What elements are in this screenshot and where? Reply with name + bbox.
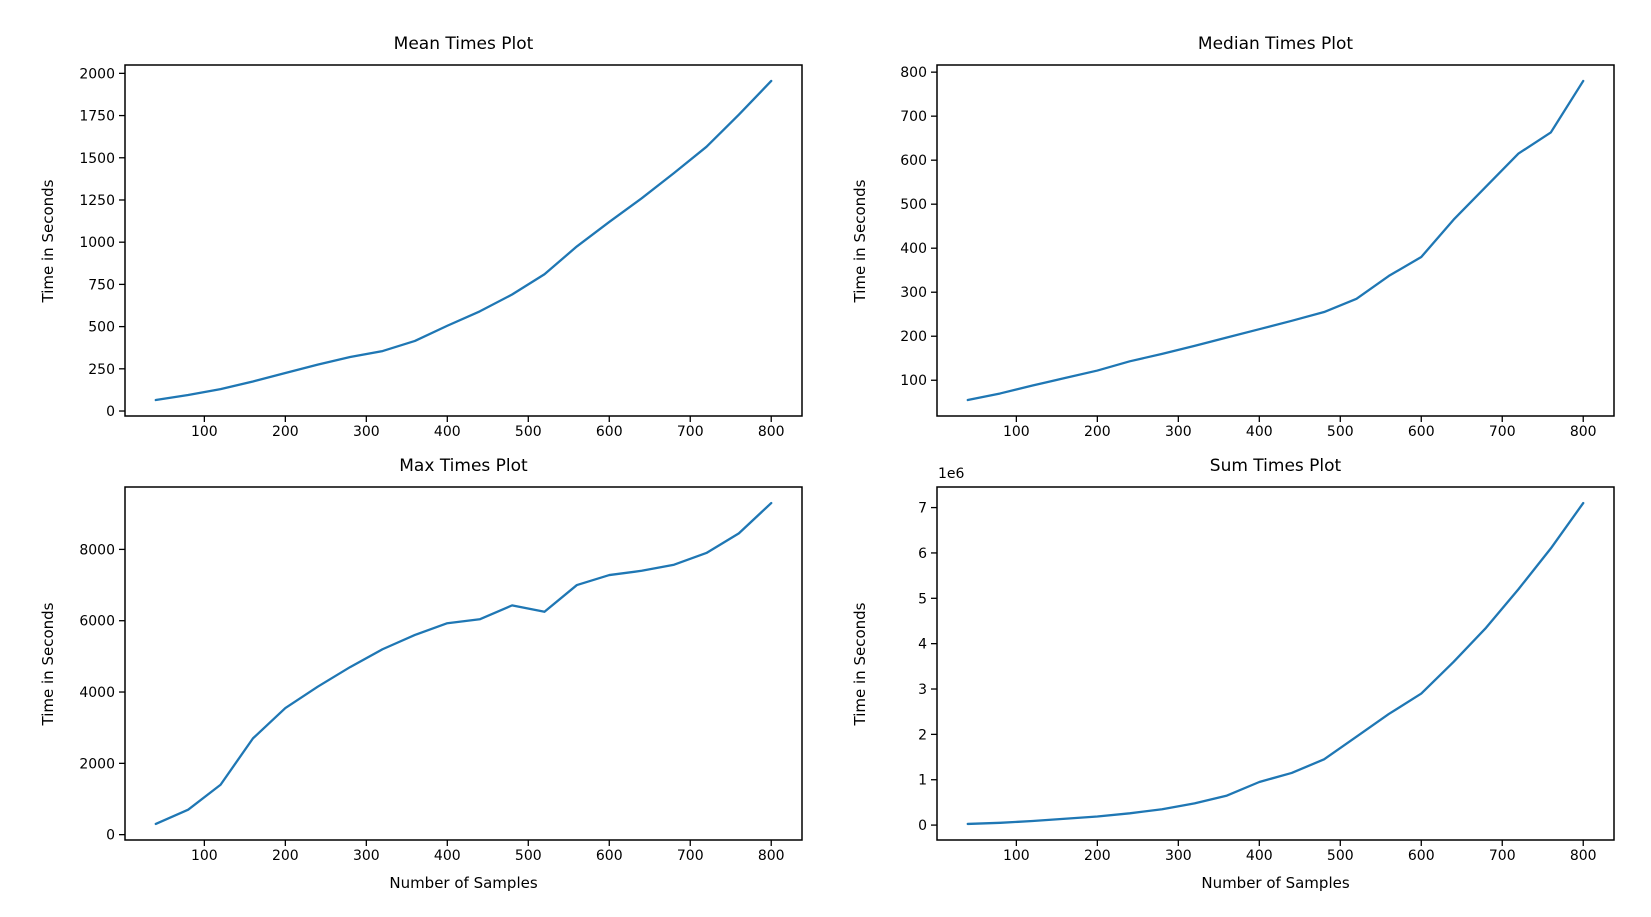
svg-text:700: 700 (900, 109, 927, 125)
svg-text:300: 300 (353, 424, 380, 440)
subplot-median-times: Median Times Plot Time in Seconds 100 200… (851, 34, 1615, 440)
svg-text:500: 500 (900, 197, 927, 213)
svg-text:3: 3 (918, 682, 927, 698)
svg-text:0: 0 (106, 828, 115, 844)
plot-area: 100 200 300 400 500 600 700 800 0 1 2 3 4 5 6 7 (918, 486, 1615, 864)
chart-title: Sum Times Plot (1209, 456, 1342, 476)
subplot-sum-times: Sum Times Plot Time in Seconds Number of… (851, 456, 1615, 892)
svg-text:7: 7 (918, 501, 927, 517)
svg-text:600: 600 (1408, 424, 1435, 440)
svg-text:1750: 1750 (79, 109, 115, 125)
svg-text:100: 100 (1003, 848, 1030, 864)
svg-text:6000: 6000 (79, 614, 115, 630)
svg-text:100: 100 (900, 373, 927, 389)
subplot-mean-times: Mean Times Plot Time in Seconds 100 200 30… (39, 34, 803, 440)
svg-text:800: 800 (1570, 424, 1597, 440)
svg-text:200: 200 (900, 329, 927, 345)
svg-text:4000: 4000 (79, 685, 115, 701)
svg-text:1000: 1000 (79, 235, 115, 251)
svg-text:100: 100 (1003, 424, 1030, 440)
svg-text:8000: 8000 (79, 542, 115, 558)
svg-text:500: 500 (88, 320, 115, 336)
subplot-max-times: Max Times Plot Time in Seconds Number of… (39, 456, 803, 892)
svg-text:100: 100 (191, 848, 218, 864)
svg-text:0: 0 (918, 818, 927, 834)
svg-text:6: 6 (918, 546, 927, 562)
svg-text:4: 4 (918, 637, 927, 653)
svg-text:2000: 2000 (79, 66, 115, 82)
svg-text:2000: 2000 (79, 756, 115, 772)
y-axis-label: Time in Seconds (851, 602, 869, 725)
svg-text:600: 600 (596, 424, 623, 440)
svg-text:300: 300 (353, 848, 380, 864)
svg-text:300: 300 (1165, 424, 1192, 440)
y-axis-offset-text: 1e6 (938, 466, 965, 482)
svg-text:700: 700 (1489, 424, 1516, 440)
svg-text:2: 2 (918, 727, 927, 743)
chart-title: Max Times Plot (399, 456, 528, 476)
svg-text:600: 600 (900, 153, 927, 169)
svg-text:700: 700 (677, 424, 704, 440)
svg-text:1250: 1250 (79, 193, 115, 209)
svg-text:250: 250 (88, 362, 115, 378)
svg-text:0: 0 (106, 404, 115, 420)
chart-title: Mean Times Plot (393, 34, 534, 54)
svg-text:1500: 1500 (79, 151, 115, 167)
svg-text:300: 300 (900, 285, 927, 301)
svg-text:700: 700 (1489, 848, 1516, 864)
svg-text:400: 400 (1246, 424, 1273, 440)
x-axis-label: Number of Samples (389, 874, 538, 892)
plot-area: 100 200 300 400 500 600 700 800 0 250 500 750 1000 12… (79, 64, 803, 440)
svg-text:500: 500 (515, 424, 542, 440)
svg-text:5: 5 (918, 591, 927, 607)
svg-text:400: 400 (434, 848, 461, 864)
svg-text:400: 400 (1246, 848, 1273, 864)
svg-text:100: 100 (191, 424, 218, 440)
chart-title: Median Times Plot (1197, 34, 1354, 54)
svg-text:500: 500 (1327, 424, 1354, 440)
svg-text:400: 400 (434, 424, 461, 440)
y-axis-label: Time in Seconds (39, 602, 57, 725)
svg-text:1: 1 (918, 773, 927, 789)
svg-text:600: 600 (1408, 848, 1435, 864)
x-axis-label: Number of Samples (1201, 874, 1350, 892)
svg-text:800: 800 (758, 424, 785, 440)
plot-area: 100 200 300 400 500 600 700 8000200040006000800… (79, 486, 803, 864)
svg-text:800: 800 (1570, 848, 1597, 864)
plot-area: 100 200 300 400 500 600 700 800 100 200 300 400 500 6… (900, 64, 1615, 440)
y-axis-label: Time in Seconds (39, 179, 57, 302)
y-axis-label: Time in Seconds (851, 179, 869, 302)
svg-text:200: 200 (272, 424, 299, 440)
svg-text:700: 700 (677, 848, 704, 864)
svg-text:800: 800 (900, 65, 927, 81)
svg-text:200: 200 (272, 848, 299, 864)
svg-text:600: 600 (596, 848, 623, 864)
svg-text:400: 400 (900, 241, 927, 257)
svg-text:200: 200 (1084, 848, 1111, 864)
svg-text:750: 750 (88, 277, 115, 293)
svg-text:800: 800 (758, 848, 785, 864)
svg-text:500: 500 (1327, 848, 1354, 864)
svg-text:200: 200 (1084, 424, 1111, 440)
svg-text:300: 300 (1165, 848, 1192, 864)
svg-text:500: 500 (515, 848, 542, 864)
